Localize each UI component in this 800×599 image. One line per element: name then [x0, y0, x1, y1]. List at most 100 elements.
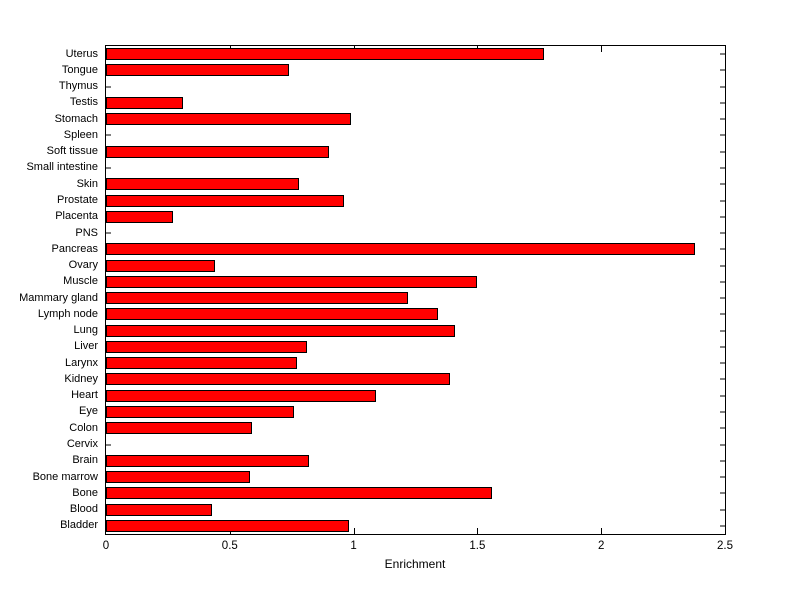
bar-row	[106, 257, 725, 273]
category-label: Pancreas	[51, 242, 98, 255]
bar-row	[106, 241, 725, 257]
bar-row	[106, 501, 725, 517]
plot-area	[105, 45, 726, 535]
category-label: Liver	[74, 340, 98, 353]
bar-row	[106, 388, 725, 404]
y-axis-tick-right	[720, 134, 725, 136]
y-axis-tick-left	[106, 167, 111, 169]
y-axis-tick-left	[106, 232, 111, 234]
y-axis-tick-right	[720, 216, 725, 218]
y-axis-tick-right	[720, 492, 725, 494]
bar-row	[106, 518, 725, 534]
bar	[106, 471, 250, 484]
category-label: Lymph node	[37, 307, 98, 320]
bar	[106, 194, 344, 207]
bar-row	[106, 79, 725, 95]
bar-row	[106, 404, 725, 420]
y-axis-tick-right	[720, 167, 725, 169]
bar	[106, 243, 696, 256]
bar-row	[106, 62, 725, 78]
bar	[106, 519, 349, 532]
category-label: Spleen	[63, 128, 98, 141]
bar-row	[106, 209, 725, 225]
bar	[106, 210, 173, 223]
y-axis-tick-right	[720, 427, 725, 429]
bar	[106, 113, 352, 126]
category-label: Bone	[72, 486, 98, 499]
category-label: Kidney	[64, 372, 98, 385]
bar-row	[106, 46, 725, 62]
bar	[106, 357, 297, 370]
bar	[106, 64, 290, 77]
category-label: Blood	[69, 503, 98, 516]
bar-row	[106, 339, 725, 355]
bar	[106, 145, 329, 158]
y-axis-tick-right	[720, 265, 725, 267]
bar	[106, 308, 438, 321]
y-axis-labels: Uterus Tongue Thymus Testis Stomach Spleen Sof…	[0, 46, 98, 534]
bar-row	[106, 144, 725, 160]
category-label: Tongue	[61, 63, 98, 76]
x-axis-tick-label: 2	[597, 540, 605, 552]
category-label: Uterus	[65, 47, 98, 60]
bar	[106, 275, 478, 288]
category-label: Placenta	[55, 210, 98, 223]
y-axis-tick-right	[720, 444, 725, 446]
category-label: Larynx	[64, 356, 98, 369]
x-axis-tick	[477, 528, 479, 534]
x-axis-tick-label: 2.5	[717, 540, 733, 552]
bar-row	[106, 160, 725, 176]
bar	[106, 373, 451, 386]
y-axis-tick-right	[720, 460, 725, 462]
y-axis-tick-right	[720, 151, 725, 153]
x-axis-tick-label: 0.5	[221, 540, 238, 552]
x-axis-tick-label: 1	[350, 540, 357, 552]
category-label: Cervix	[66, 438, 98, 451]
bar-row	[106, 176, 725, 192]
y-axis-tick-left	[106, 86, 111, 88]
category-label: Colon	[69, 421, 98, 434]
y-axis-tick-right	[720, 102, 725, 104]
category-label: Soft tissue	[46, 145, 98, 158]
y-axis-tick-right	[720, 476, 725, 478]
bar-row	[106, 469, 725, 485]
y-axis-tick-left	[106, 444, 111, 446]
bar	[106, 422, 253, 435]
bar-row	[106, 436, 725, 452]
x-axis-tick	[601, 528, 603, 534]
bar	[106, 96, 183, 109]
bar-row	[106, 323, 725, 339]
x-axis-tick-label: 0	[102, 540, 110, 552]
x-axis-tick-label: 1.5	[469, 540, 486, 552]
category-label: PNS	[75, 226, 98, 239]
bar	[106, 340, 307, 353]
category-label: Mammary gland	[19, 291, 98, 304]
y-axis-tick-right	[720, 248, 725, 250]
category-label: Thymus	[58, 80, 98, 93]
y-axis-tick-left	[106, 134, 111, 136]
x-axis-tick	[601, 46, 603, 52]
category-label: Lung	[73, 324, 98, 337]
y-axis-tick-right	[720, 313, 725, 315]
category-label: Skin	[76, 177, 98, 190]
bar	[106, 292, 409, 305]
category-label: Small intestine	[26, 161, 98, 174]
y-axis-tick-right	[720, 69, 725, 71]
category-label: Brain	[72, 454, 98, 467]
bar	[106, 503, 213, 516]
x-axis-tick-labels: 0 0.5 1 1.5 2 2.5	[0, 540, 800, 556]
bar	[106, 454, 310, 467]
category-label: Eye	[79, 405, 98, 418]
bar-row	[106, 453, 725, 469]
y-axis-tick-right	[720, 346, 725, 348]
category-label: Bladder	[60, 519, 98, 532]
bar-row	[106, 290, 725, 306]
bar	[106, 324, 456, 337]
category-label: Prostate	[57, 194, 98, 207]
bar-row	[106, 371, 725, 387]
y-axis-tick-right	[720, 281, 725, 283]
y-axis-tick-right	[720, 395, 725, 397]
x-axis-label: Enrichment	[384, 557, 446, 571]
bar	[106, 389, 376, 402]
